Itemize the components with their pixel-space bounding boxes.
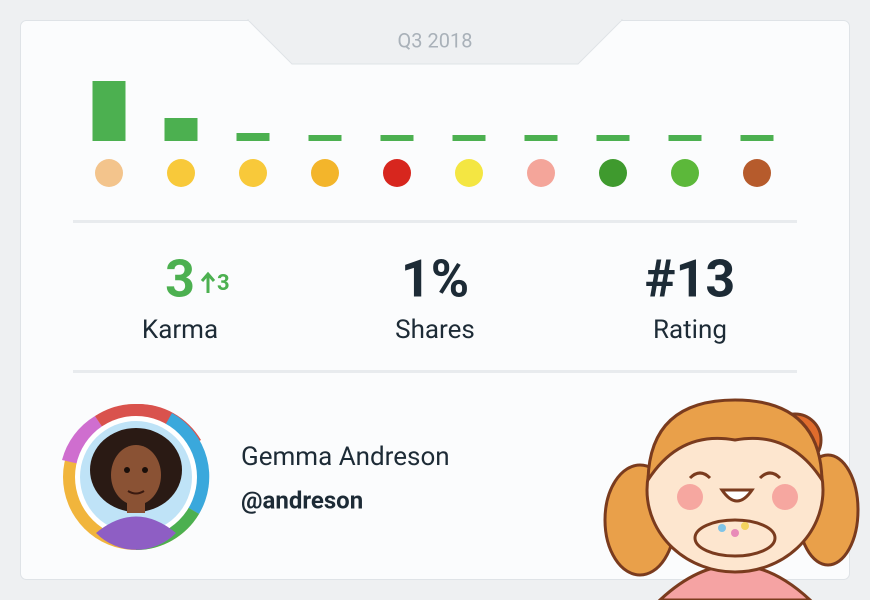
stat-label: Shares <box>395 315 475 345</box>
bar <box>164 118 198 141</box>
reaction-icon <box>527 159 555 187</box>
bar <box>236 133 270 141</box>
stat-label: Rating <box>653 315 727 345</box>
divider <box>73 370 797 373</box>
reaction-icon <box>599 159 627 187</box>
bar <box>92 81 126 141</box>
reaction-icon <box>95 159 123 187</box>
divider <box>73 220 797 223</box>
bar <box>596 135 630 141</box>
reaction-icon <box>167 159 195 187</box>
tab-cover <box>249 18 621 21</box>
reaction-icon <box>455 159 483 187</box>
bar <box>524 135 558 141</box>
stat-value: 3 <box>165 249 195 310</box>
reaction-icon <box>383 159 411 187</box>
period: Q3 2018 <box>398 28 473 52</box>
bar <box>740 135 774 141</box>
reaction-icon <box>239 159 267 187</box>
stat-value: 1% <box>401 249 469 310</box>
profile-handle: @andreson <box>241 486 363 514</box>
reaction-icon <box>671 159 699 187</box>
sticker <box>603 398 860 600</box>
reaction-icon <box>311 159 339 187</box>
bar <box>308 135 342 141</box>
avatar <box>62 403 210 550</box>
bar <box>668 135 702 141</box>
profile-name: Gemma Andreson <box>241 442 450 472</box>
change-arrow <box>200 271 216 293</box>
bar <box>452 135 486 141</box>
bar <box>380 135 414 141</box>
stat-label: Karma <box>142 315 218 345</box>
stat-value: #13 <box>645 249 735 310</box>
stat-change: 3 <box>217 271 230 296</box>
reaction-icon <box>743 159 771 187</box>
